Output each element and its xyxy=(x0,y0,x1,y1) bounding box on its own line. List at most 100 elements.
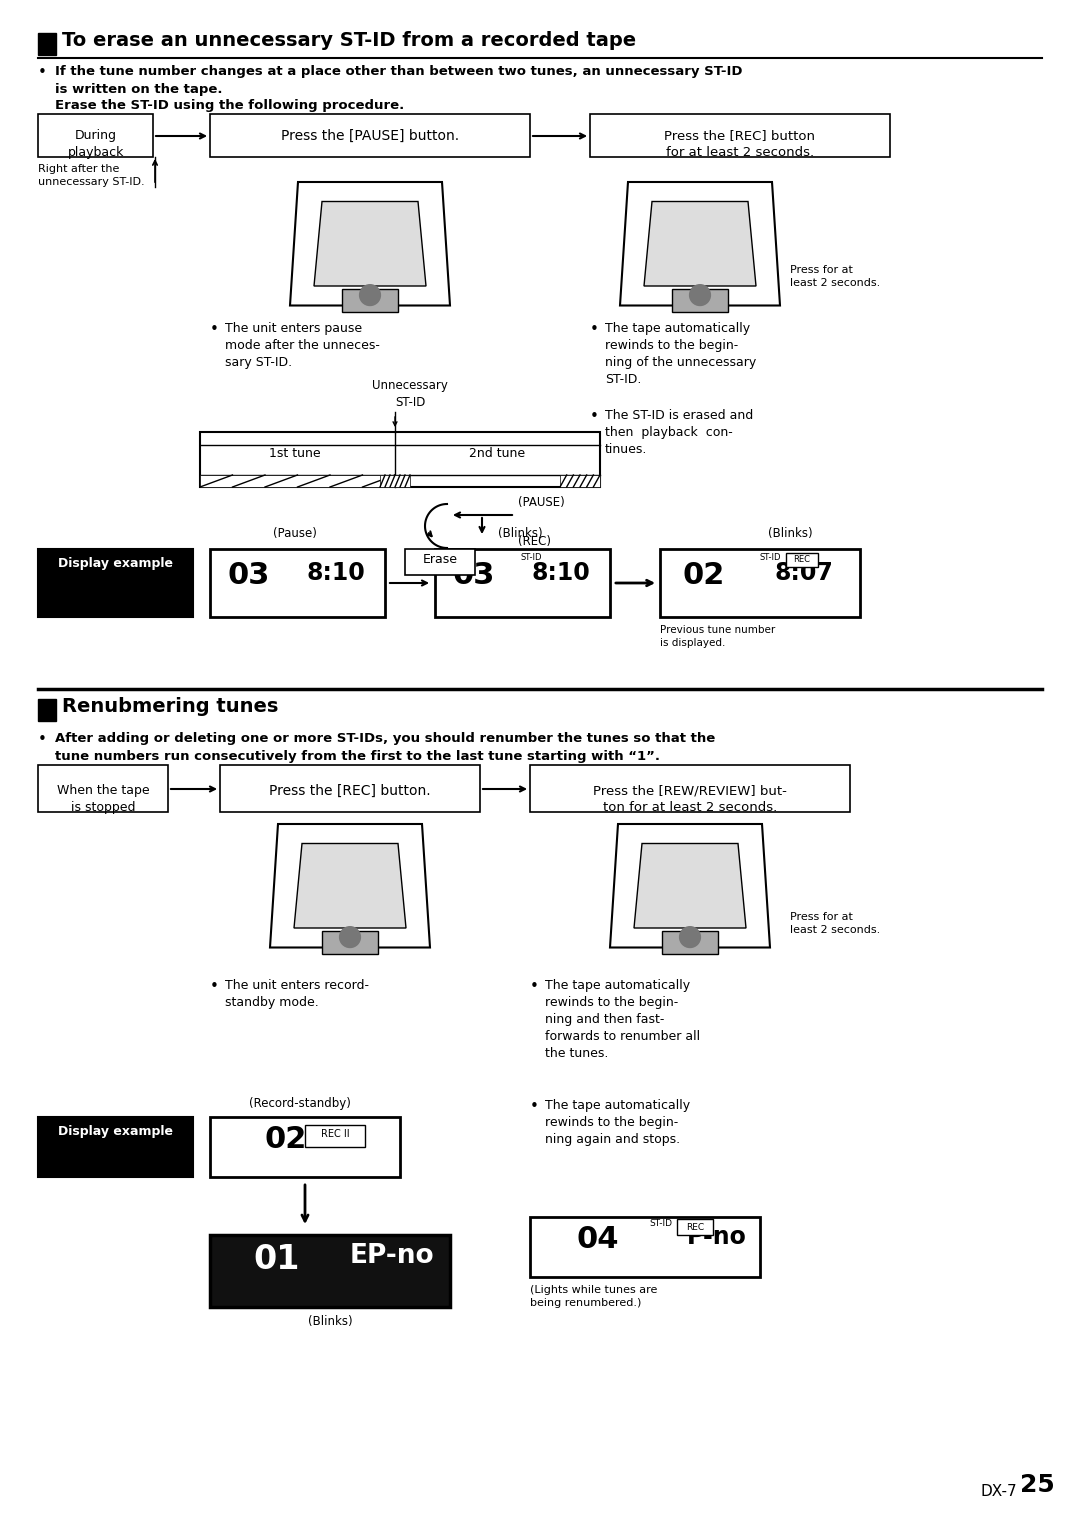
Bar xyxy=(210,550,384,617)
Bar xyxy=(38,765,168,812)
Circle shape xyxy=(690,284,711,305)
Text: 02: 02 xyxy=(683,562,725,591)
Text: Press the [REC] button
for at least 2 seconds.: Press the [REC] button for at least 2 se… xyxy=(664,128,815,159)
Bar xyxy=(660,550,860,617)
Bar xyxy=(305,1125,365,1147)
Text: •: • xyxy=(210,979,219,994)
Bar xyxy=(561,475,600,487)
Text: Press for at
least 2 seconds.: Press for at least 2 seconds. xyxy=(789,266,880,289)
Text: (REC): (REC) xyxy=(518,534,551,548)
Text: •: • xyxy=(38,66,46,79)
Bar xyxy=(210,1235,450,1307)
Bar xyxy=(38,34,56,55)
Text: ST-ID: ST-ID xyxy=(649,1219,673,1228)
Text: (Blinks): (Blinks) xyxy=(498,527,542,541)
Bar xyxy=(38,1116,193,1177)
Polygon shape xyxy=(620,182,780,305)
Text: 04: 04 xyxy=(576,1225,619,1254)
Text: Display example: Display example xyxy=(58,1125,174,1138)
Bar xyxy=(590,115,890,157)
Text: •: • xyxy=(530,979,539,994)
Text: REC II: REC II xyxy=(321,1128,349,1139)
Text: (Lights while tunes are
being renumbered.): (Lights while tunes are being renumbered… xyxy=(530,1286,658,1309)
Text: tune numbers run consecutively from the first to the last tune starting with “1”: tune numbers run consecutively from the … xyxy=(55,750,660,764)
Text: The tape automatically
rewinds to the begin-
ning and then fast-
forwards to ren: The tape automatically rewinds to the be… xyxy=(545,979,700,1060)
Polygon shape xyxy=(634,843,746,928)
Text: REC: REC xyxy=(794,554,810,563)
Text: When the tape
is stopped: When the tape is stopped xyxy=(56,783,149,814)
Text: ST-ID: ST-ID xyxy=(521,553,542,562)
Text: After adding or deleting one or more ST-IDs, you should renumber the tunes so th: After adding or deleting one or more ST-… xyxy=(55,731,715,745)
Bar xyxy=(200,432,600,487)
Text: 01: 01 xyxy=(253,1243,299,1277)
Text: Erase: Erase xyxy=(422,553,458,567)
Bar xyxy=(220,765,480,812)
Bar xyxy=(342,289,399,312)
Polygon shape xyxy=(610,825,770,947)
Text: 03: 03 xyxy=(227,562,270,591)
Bar xyxy=(210,1116,400,1177)
Bar xyxy=(405,550,475,576)
Text: (Pause): (Pause) xyxy=(273,527,316,541)
Circle shape xyxy=(679,927,701,947)
Polygon shape xyxy=(314,202,426,286)
Bar xyxy=(210,115,530,157)
Polygon shape xyxy=(294,843,406,928)
Text: ST-ID: ST-ID xyxy=(759,553,781,562)
Bar xyxy=(435,550,610,617)
Text: Press the [PAUSE] button.: Press the [PAUSE] button. xyxy=(281,128,459,144)
Bar xyxy=(662,931,718,954)
Text: Right after the
unnecessary ST-ID.: Right after the unnecessary ST-ID. xyxy=(38,163,145,188)
Text: Previous tune number
is displayed.: Previous tune number is displayed. xyxy=(660,625,775,647)
Bar xyxy=(38,699,56,721)
Text: The tape automatically
rewinds to the begin-
ning again and stops.: The tape automatically rewinds to the be… xyxy=(545,1099,690,1145)
Text: 8:07: 8:07 xyxy=(774,562,834,585)
Text: Renubmering tunes: Renubmering tunes xyxy=(62,696,279,716)
Text: (Record-standby): (Record-standby) xyxy=(249,1096,351,1110)
Text: •: • xyxy=(530,1099,539,1115)
Text: DX-7: DX-7 xyxy=(980,1484,1016,1500)
Text: The unit enters pause
mode after the unneces-
sary ST-ID.: The unit enters pause mode after the unn… xyxy=(225,322,380,370)
Bar xyxy=(380,475,410,487)
Text: Press for at
least 2 seconds.: Press for at least 2 seconds. xyxy=(789,912,880,935)
Bar xyxy=(672,289,728,312)
Text: Erase the ST-ID using the following procedure.: Erase the ST-ID using the following proc… xyxy=(55,99,404,111)
Bar xyxy=(38,115,153,157)
Text: 03: 03 xyxy=(453,562,495,591)
Text: Unnecessary
ST-ID: Unnecessary ST-ID xyxy=(373,379,448,409)
Text: 1st tune: 1st tune xyxy=(269,447,321,460)
Bar xyxy=(38,550,193,617)
Text: •: • xyxy=(38,731,46,747)
Text: (PAUSE): (PAUSE) xyxy=(518,496,565,508)
Bar xyxy=(322,931,378,954)
Text: •: • xyxy=(590,409,599,425)
Text: •: • xyxy=(210,322,219,337)
Polygon shape xyxy=(291,182,450,305)
Text: 8:10: 8:10 xyxy=(307,562,365,585)
Text: P-no: P-no xyxy=(687,1225,746,1249)
Circle shape xyxy=(339,927,361,947)
Text: 02: 02 xyxy=(265,1125,308,1154)
Circle shape xyxy=(360,284,380,305)
Bar xyxy=(530,765,850,812)
Text: Press the [REC] button.: Press the [REC] button. xyxy=(269,783,431,799)
Text: EP-no: EP-no xyxy=(349,1243,434,1269)
Text: (Blinks): (Blinks) xyxy=(768,527,812,541)
Text: 8:10: 8:10 xyxy=(531,562,591,585)
Bar xyxy=(677,1219,713,1235)
Text: is written on the tape.: is written on the tape. xyxy=(55,82,222,96)
Text: •: • xyxy=(590,322,599,337)
Bar xyxy=(530,1217,760,1277)
Text: The ST-ID is erased and
then  playback  con-
tinues.: The ST-ID is erased and then playback co… xyxy=(605,409,753,457)
Text: REC: REC xyxy=(686,1223,704,1232)
Text: (Blinks): (Blinks) xyxy=(308,1315,352,1328)
Bar xyxy=(786,553,818,567)
Text: Press the [REW/REVIEW] but-
ton for at least 2 seconds.: Press the [REW/REVIEW] but- ton for at l… xyxy=(593,783,787,814)
Text: 25: 25 xyxy=(1020,1474,1055,1496)
Text: Display example: Display example xyxy=(58,557,174,570)
Text: 2nd tune: 2nd tune xyxy=(469,447,525,460)
Text: During
playback: During playback xyxy=(68,128,124,159)
Polygon shape xyxy=(270,825,430,947)
Text: To erase an unnecessary ST-ID from a recorded tape: To erase an unnecessary ST-ID from a rec… xyxy=(62,31,636,50)
Polygon shape xyxy=(644,202,756,286)
